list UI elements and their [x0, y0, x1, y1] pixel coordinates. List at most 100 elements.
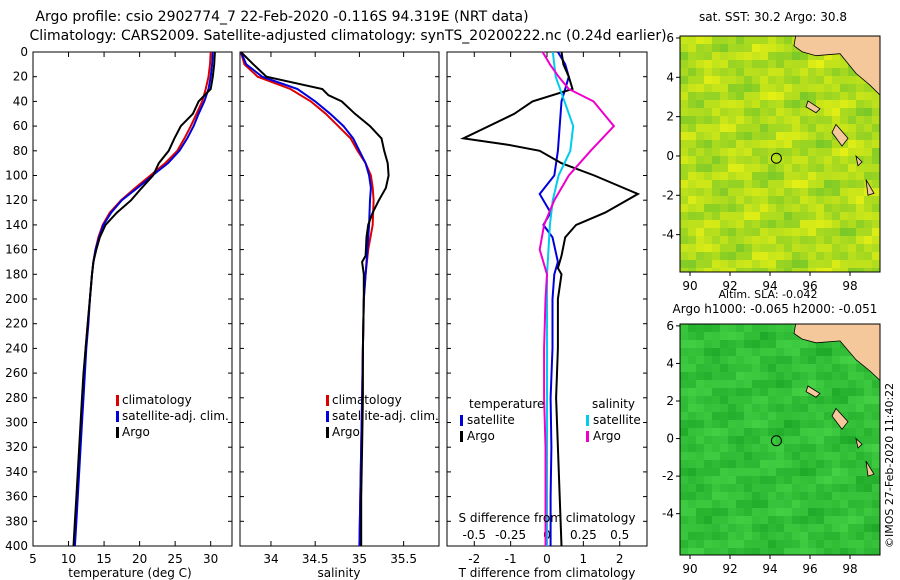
- map-cell: [752, 212, 760, 220]
- map-cell: [768, 244, 776, 252]
- map-cell: [704, 36, 712, 44]
- map-cell: [712, 60, 720, 68]
- map-cell: [800, 76, 808, 84]
- map-cell: [776, 508, 784, 516]
- map-cell: [800, 372, 808, 380]
- map-cell: [816, 436, 824, 444]
- map-cell: [824, 164, 832, 172]
- map-cell: [728, 76, 736, 84]
- map-cell: [816, 388, 824, 396]
- map-cell: [736, 172, 744, 180]
- map-cell: [712, 444, 720, 452]
- map-cell: [720, 428, 728, 436]
- map-cell: [776, 68, 784, 76]
- map-cell: [696, 548, 704, 555]
- map-cell: [784, 100, 792, 108]
- map-cell: [808, 172, 816, 180]
- map-cell: [744, 148, 752, 156]
- difference-legend-swatch: [586, 431, 589, 442]
- map-cell: [824, 356, 832, 364]
- map-cell: [704, 340, 712, 348]
- map-cell: [808, 252, 816, 260]
- map-cell: [712, 212, 720, 220]
- map-cell: [816, 348, 824, 356]
- map-cell: [688, 516, 696, 524]
- map-cell: [800, 348, 808, 356]
- map-cell: [752, 260, 760, 268]
- map-cell: [872, 436, 880, 444]
- map-cell: [792, 428, 800, 436]
- difference-s-tick-label: 0.5: [610, 528, 629, 542]
- map-cell: [752, 476, 760, 484]
- map-cell: [784, 188, 792, 196]
- map-cell: [704, 468, 712, 476]
- map-cell: [760, 412, 768, 420]
- map-cell: [848, 196, 856, 204]
- map-cell: [840, 172, 848, 180]
- map-cell: [680, 540, 688, 548]
- map-cell: [816, 404, 824, 412]
- map-cell: [824, 444, 832, 452]
- map-y-tick-label: 6: [666, 319, 674, 333]
- map-cell: [808, 116, 816, 124]
- map-cell: [864, 260, 872, 268]
- map-cell: [680, 356, 688, 364]
- map-cell: [768, 36, 776, 44]
- map-cell: [800, 436, 808, 444]
- map-cell: [736, 372, 744, 380]
- map-cell: [736, 524, 744, 532]
- map-cell: [760, 484, 768, 492]
- map-cell: [680, 76, 688, 84]
- map-cell: [848, 132, 856, 140]
- map-cell: [760, 212, 768, 220]
- map-cell: [680, 420, 688, 428]
- map-cell: [832, 380, 840, 388]
- map-cell: [768, 124, 776, 132]
- map-cell: [848, 460, 856, 468]
- map-cell: [864, 548, 872, 555]
- map-cell: [824, 412, 832, 420]
- map-cell: [752, 92, 760, 100]
- map-cell: [688, 460, 696, 468]
- map-cell: [768, 436, 776, 444]
- map-cell: [696, 228, 704, 236]
- map-cell: [760, 260, 768, 268]
- map-cell: [832, 140, 840, 148]
- map-cell: [792, 452, 800, 460]
- map-cell: [728, 540, 736, 548]
- map-cell: [856, 204, 864, 212]
- map-cell: [824, 148, 832, 156]
- map-cell: [848, 468, 856, 476]
- map-cell: [800, 468, 808, 476]
- map-cell: [728, 244, 736, 252]
- map-cell: [864, 172, 872, 180]
- map-cell: [840, 84, 848, 92]
- map-cell: [808, 156, 816, 164]
- map-cell: [872, 204, 880, 212]
- map-cell: [776, 388, 784, 396]
- map-cell: [776, 36, 784, 44]
- map-cell: [688, 508, 696, 516]
- map-cell: [712, 372, 720, 380]
- map-cell: [760, 340, 768, 348]
- map-cell: [872, 468, 880, 476]
- map-cell: [808, 548, 816, 555]
- map-cell: [688, 60, 696, 68]
- map-cell: [680, 156, 688, 164]
- map-cell: [752, 492, 760, 500]
- map-cell: [720, 524, 728, 532]
- map-cell: [696, 372, 704, 380]
- temperature-series-satellite-adj-clim-: [73, 51, 214, 547]
- map-cell: [760, 364, 768, 372]
- map-cell: [768, 252, 776, 260]
- map-cell: [792, 404, 800, 412]
- map-cell: [728, 356, 736, 364]
- map-cell: [688, 236, 696, 244]
- map-cell: [864, 100, 872, 108]
- map-cell: [728, 84, 736, 92]
- salinity-series-argo: [240, 51, 390, 546]
- map-cell: [800, 492, 808, 500]
- map-cell: [752, 140, 760, 148]
- map-cell: [800, 356, 808, 364]
- map-cell: [832, 84, 840, 92]
